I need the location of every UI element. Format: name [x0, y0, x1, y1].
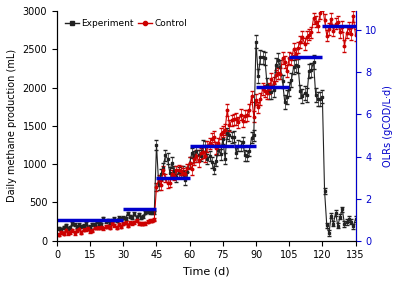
Y-axis label: Daily methane production (mL): Daily methane production (mL) — [7, 49, 17, 202]
Y-axis label: OLRs (gCOD/L·d): OLRs (gCOD/L·d) — [383, 85, 393, 167]
Legend: Experiment, Control: Experiment, Control — [62, 16, 191, 32]
X-axis label: Time (d): Time (d) — [183, 266, 230, 276]
